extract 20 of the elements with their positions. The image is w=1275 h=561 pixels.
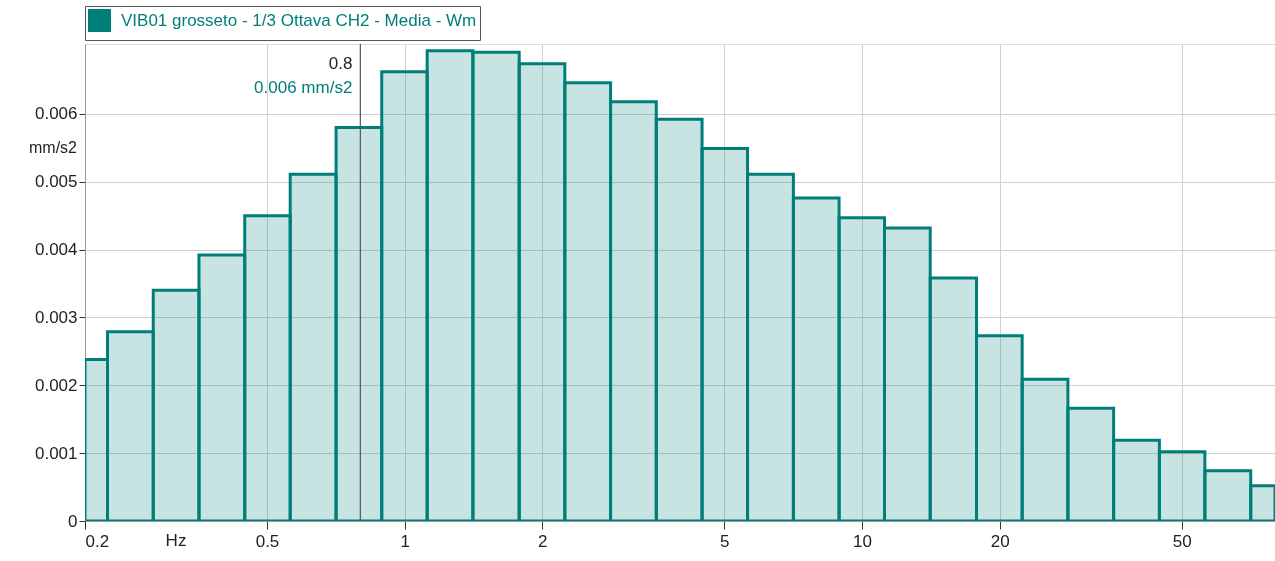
y-tick-label: 0 <box>68 511 78 531</box>
y-tick-label: 0.001 <box>34 443 78 463</box>
x-tick-label: 2 <box>538 531 548 551</box>
y-axis-title: mm/s2 <box>29 138 78 156</box>
y-tick-label: 0.002 <box>34 375 78 395</box>
x-tick-label: 20 <box>990 531 1010 551</box>
x-tick-label: 5 <box>720 531 730 551</box>
x-tick-label: 0.2 <box>85 531 110 551</box>
y-tick-label: 0.005 <box>34 172 78 192</box>
x-tick-label: 0.5 <box>255 531 280 551</box>
ref-line-label: 0.8 <box>328 54 353 73</box>
x-tick-label: 50 <box>1172 531 1192 551</box>
legend-label: VIB01 grosseto - 1/3 Ottava CH2 - Media - Wm <box>121 10 477 30</box>
y-tick-label: 0.006 <box>34 104 78 124</box>
x-tick-label: 10 <box>853 531 872 551</box>
x-tick-label: 1 <box>400 531 410 551</box>
y-tick-label: 0.004 <box>34 240 78 260</box>
y-tick-label: 0.003 <box>34 307 78 327</box>
x-axis-title: Hz <box>165 531 187 550</box>
annotation: 0.006 mm/s2 <box>254 78 353 97</box>
